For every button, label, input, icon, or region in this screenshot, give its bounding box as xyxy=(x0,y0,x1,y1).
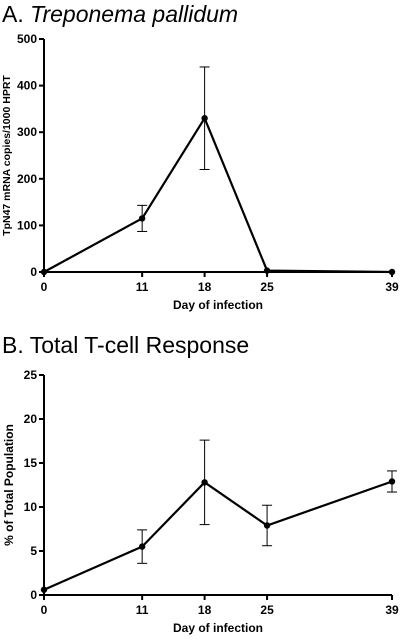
data-point-b xyxy=(388,478,396,485)
data-point-a xyxy=(263,267,271,274)
x-axis-label-a: Day of infection xyxy=(173,298,263,312)
y-tick-label-a: 100 xyxy=(17,218,37,232)
x-tick-label-a: 25 xyxy=(260,280,274,294)
data-point-b xyxy=(263,522,271,529)
panel-label-b: B. xyxy=(2,332,24,358)
x-tick-label-b: 0 xyxy=(41,603,48,617)
title-text-a: Treponema pallidum xyxy=(30,1,239,27)
y-tick-label-b: 5 xyxy=(30,544,37,558)
x-tick-label-b: 11 xyxy=(136,603,149,617)
series-line-b xyxy=(43,480,393,591)
data-point-b xyxy=(201,479,208,486)
y-tick-label-b: 15 xyxy=(24,456,38,470)
y-tick-label-a: 0 xyxy=(30,265,37,279)
x-tick-label-a: 39 xyxy=(385,280,399,294)
chart-panel-a: A. Treponema pallidum 0 100 200 300 400 500 0 1… xyxy=(1,1,399,312)
y-tick-label-b: 20 xyxy=(24,412,38,426)
y-tick-label-a: 400 xyxy=(17,79,37,93)
y-tick-label-b: 25 xyxy=(24,368,38,382)
x-tick-label-a: 11 xyxy=(136,280,149,294)
data-point-a xyxy=(388,268,396,276)
chart-svg-b: 0 5 10 15 20 25 0 11 18 25 39 Day of infection % of … xyxy=(2,368,399,635)
y-axis-label-a: TpN47 mRNA copies/1000 HPRT xyxy=(1,75,13,236)
data-point-b xyxy=(40,586,48,593)
chart-title-a: A. Treponema pallidum xyxy=(2,1,238,27)
x-tick-label-b: 25 xyxy=(260,603,274,617)
series-line-a xyxy=(43,115,393,274)
y-tick-label-b: 10 xyxy=(24,500,38,514)
chart-title-b: B. Total T-cell Response xyxy=(2,332,249,358)
data-point-b xyxy=(138,543,146,550)
x-tick-label-b: 39 xyxy=(385,603,399,617)
title-text-b: Total T-cell Response xyxy=(29,332,250,358)
x-tick-label-a: 18 xyxy=(198,280,212,294)
x-tick-label-b: 18 xyxy=(198,603,212,617)
data-point-a xyxy=(201,115,208,122)
y-axis-label-b: % of Total Population xyxy=(2,424,16,546)
y-tick-label-a: 200 xyxy=(17,172,37,186)
x-tick-label-a: 0 xyxy=(41,280,48,294)
chart-panel-b: B. Total T-cell Response 0 5 10 15 20 25 0 11 18… xyxy=(0,322,400,644)
y-tick-label-a: 300 xyxy=(17,125,37,139)
y-tick-label-b: 0 xyxy=(30,588,37,602)
y-tick-label-a: 500 xyxy=(17,32,37,46)
chart-svg-a: 0 100 200 300 400 500 0 11 18 25 39 Day of infectio… xyxy=(1,32,399,312)
data-point-a xyxy=(138,215,146,222)
panel-label-a: A. xyxy=(2,1,24,27)
data-point-a xyxy=(40,268,48,276)
x-axis-label-b: Day of infection xyxy=(173,621,263,635)
